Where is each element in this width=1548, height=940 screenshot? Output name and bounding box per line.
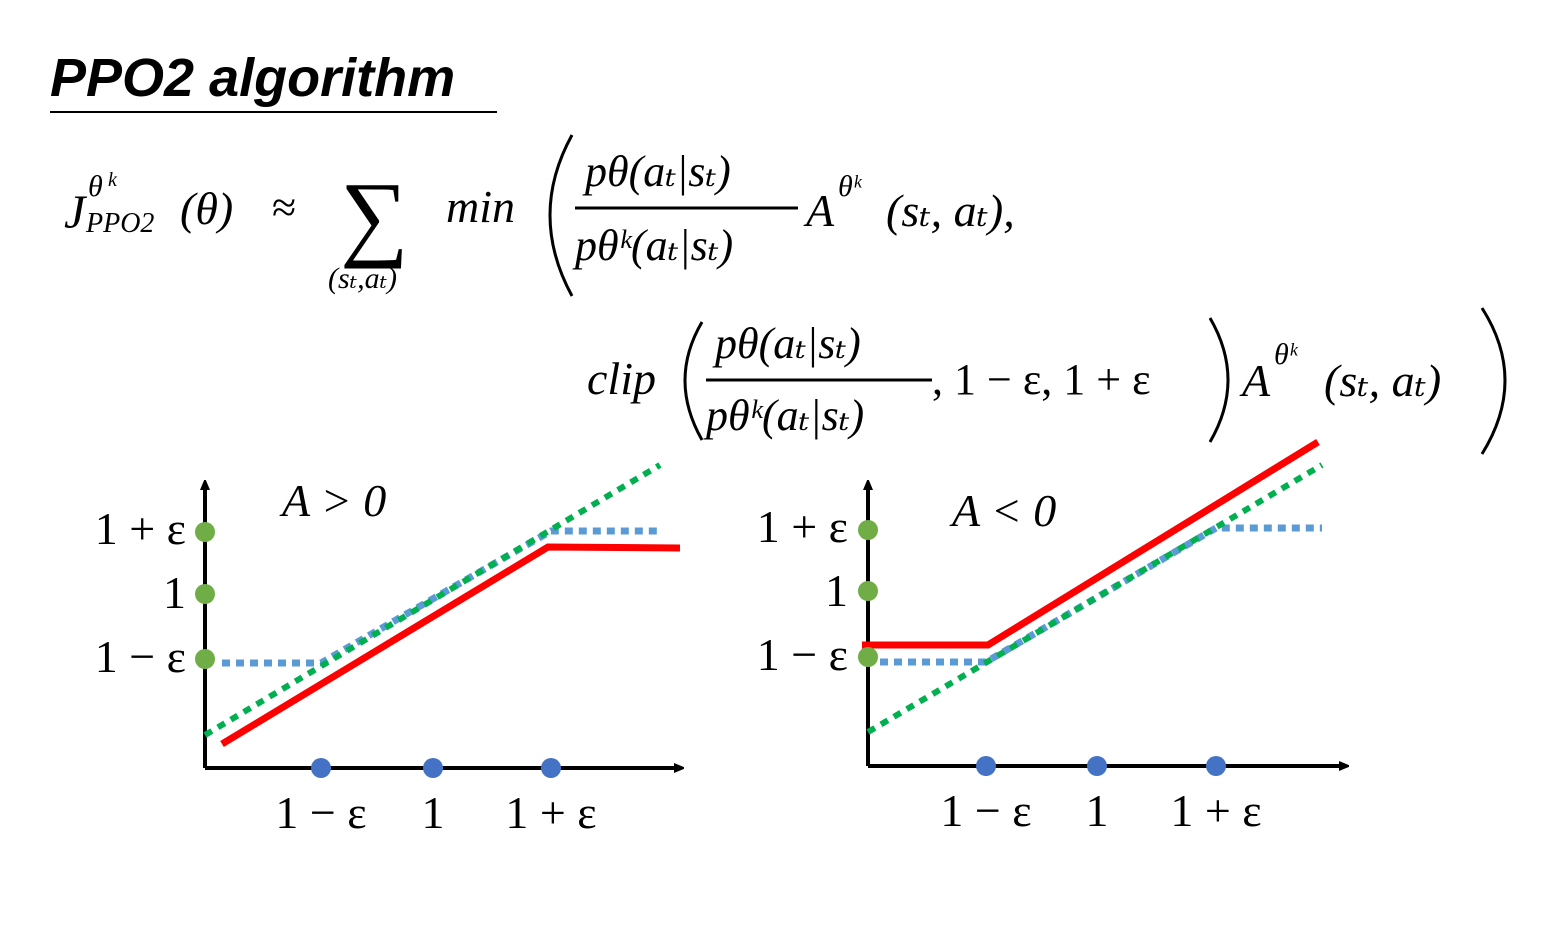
- clip-open-paren: [683, 321, 704, 441]
- x-marker-one: [423, 758, 443, 778]
- y-tick-label: 1: [163, 567, 186, 618]
- y-tick-label: 1 + ε: [757, 501, 848, 552]
- eq-advantage-sup: θᵏ: [838, 170, 863, 203]
- y-tick-label: 1: [825, 565, 848, 616]
- x-tick-label: 1: [1086, 785, 1109, 836]
- x-tick-label: 1 − ε: [275, 787, 366, 838]
- x-tick-label: 1 + ε: [505, 787, 596, 838]
- eq-ratio-num: pθ(aₜ|sₜ): [582, 147, 731, 196]
- ppo2-objective-equation: J θ k PPO2 (θ) ≈ ∑ (sₜ,aₜ) min pθ(aₜ|sₜ)…: [64, 134, 1015, 297]
- eq-min: min: [446, 181, 515, 232]
- eq-close-paren: [1480, 307, 1507, 455]
- clip-advantage-args: (sₜ, aₜ): [1324, 355, 1441, 406]
- x-marker-lower: [976, 756, 996, 776]
- y-tick-label: 1 − ε: [757, 629, 848, 680]
- clipped-objective-line: [220, 543, 681, 747]
- plot-a-negative: A < 0 1 + ε 1 1 − ε 1 − ε 1 1 + ε: [757, 439, 1345, 836]
- y-tick-label: 1 + ε: [95, 503, 186, 554]
- clip-ratio-num: pθ(aₜ|sₜ): [712, 319, 861, 368]
- unclipped-ratio-line: [866, 462, 1324, 735]
- unclipped-ratio-line: [203, 462, 662, 738]
- clip-close-paren: [1208, 317, 1230, 443]
- eq-j-sup: θ: [88, 170, 103, 203]
- clip-bounds: , 1 − ε, 1 + ε: [932, 355, 1151, 404]
- y-marker-upper: [858, 520, 878, 540]
- y-tick-label: 1 − ε: [95, 631, 186, 682]
- eq-advantage-args: (sₜ, aₜ),: [886, 185, 1015, 236]
- x-tick-label: 1 − ε: [940, 785, 1031, 836]
- y-marker-one: [858, 581, 878, 601]
- eq-j-arg: (θ): [180, 183, 233, 234]
- plot-label: A > 0: [279, 475, 386, 526]
- x-marker-one: [1087, 756, 1107, 776]
- eq-j-sub: PPO2: [85, 208, 154, 239]
- y-marker-lower: [858, 647, 878, 667]
- eq-j-sup-k: k: [108, 169, 118, 191]
- x-marker-upper: [541, 758, 561, 778]
- eq-open-paren: [548, 134, 574, 297]
- clipped-objective-line: [862, 439, 1320, 649]
- clip-term-equation: clip pθ(aₜ|sₜ) pθᵏ(aₜ|sₜ) , 1 − ε, 1 + ε…: [587, 307, 1507, 455]
- y-marker-one: [195, 584, 215, 604]
- clip-advantage: A: [1239, 355, 1271, 406]
- x-tick-label: 1 + ε: [1170, 785, 1261, 836]
- eq-sum-sub: (sₜ,aₜ): [328, 262, 397, 295]
- eq-advantage: A: [803, 185, 835, 236]
- x-marker-upper: [1206, 756, 1226, 776]
- x-marker-lower: [311, 758, 331, 778]
- eq-approx: ≈: [272, 183, 296, 232]
- eq-j: J: [64, 186, 88, 239]
- eq-sum: ∑: [340, 162, 408, 269]
- plot-label: A < 0: [949, 485, 1056, 536]
- y-marker-upper: [195, 522, 215, 542]
- plot-a-positive: A > 0 1 + ε 1 1 − ε 1 − ε 1 1 + ε: [95, 462, 681, 838]
- clip-ratio-den: pθᵏ(aₜ|sₜ): [703, 391, 864, 440]
- slide-title: PPO2 algorithm: [50, 48, 455, 108]
- clipped-ratio-line: [222, 527, 660, 667]
- y-marker-lower: [195, 649, 215, 669]
- eq-clip: clip: [587, 353, 656, 404]
- x-tick-label: 1: [422, 787, 445, 838]
- eq-ratio-den: pθᵏ(aₜ|sₜ): [572, 221, 733, 270]
- clip-advantage-sup: θᵏ: [1274, 338, 1299, 371]
